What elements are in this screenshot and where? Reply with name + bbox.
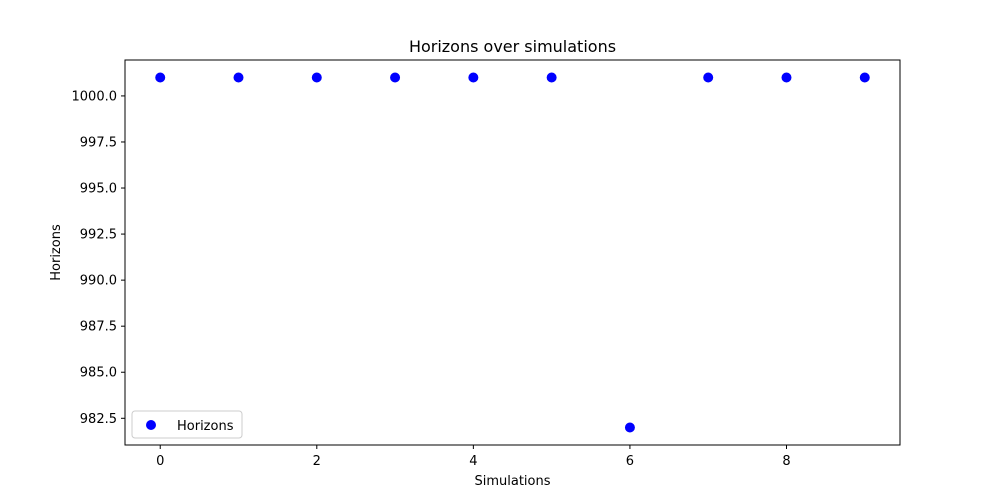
y-tick-label: 1000.0 xyxy=(72,89,118,104)
data-point xyxy=(155,72,166,83)
plot-area-frame xyxy=(124,59,901,446)
chart-title: Horizons over simulations xyxy=(409,37,616,56)
legend-box xyxy=(131,410,243,439)
data-point xyxy=(468,72,479,83)
y-tick-label: 987.5 xyxy=(80,320,117,335)
x-tick-label: 6 xyxy=(626,454,634,469)
legend: Horizons xyxy=(131,410,243,439)
x-axis-label: Simulations xyxy=(474,474,550,489)
x-axis-ticks: 0 2 4 6 8 xyxy=(156,445,791,469)
x-tick-label: 8 xyxy=(782,454,790,469)
y-tick-label: 992.5 xyxy=(80,228,117,243)
data-point xyxy=(781,72,792,83)
legend-label: Horizons xyxy=(177,419,234,434)
y-tick-label: 985.0 xyxy=(80,366,117,381)
y-tick-label: 982.5 xyxy=(80,412,117,427)
x-tick-label: 0 xyxy=(156,454,164,469)
y-tick-label: 995.0 xyxy=(80,182,117,197)
data-point xyxy=(311,72,322,83)
y-tick-label: 997.5 xyxy=(80,135,117,150)
y-tick-label: 990.0 xyxy=(80,274,117,289)
data-point xyxy=(546,72,557,83)
data-point xyxy=(859,72,870,83)
y-axis-ticks: 982.5 985.0 987.5 990.0 992.5 995.0 997.5 1000.… xyxy=(72,89,125,427)
data-point xyxy=(703,72,714,83)
legend-marker xyxy=(146,420,156,430)
data-point xyxy=(390,72,401,83)
x-tick-label: 4 xyxy=(469,454,477,469)
data-points xyxy=(155,72,870,433)
y-axis-label: Horizons xyxy=(49,224,64,281)
x-tick-label: 2 xyxy=(313,454,321,469)
data-point xyxy=(624,422,635,433)
data-point xyxy=(233,72,244,83)
